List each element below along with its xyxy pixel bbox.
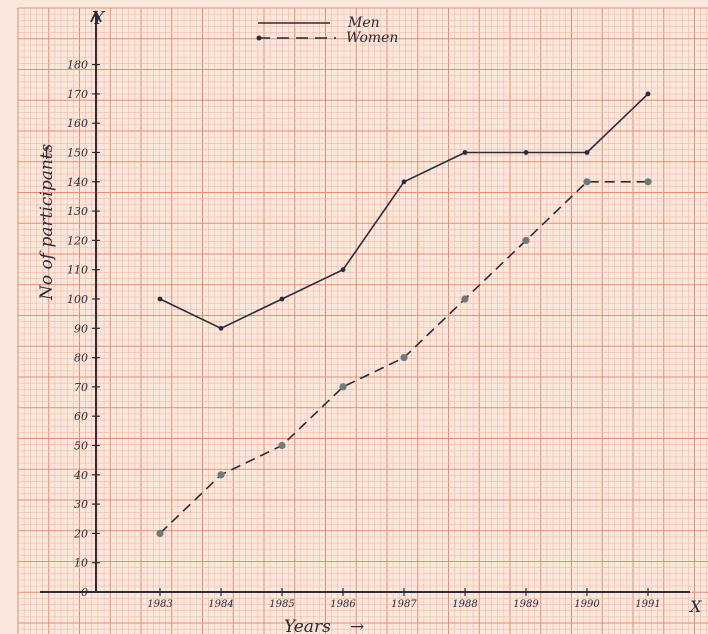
legend-women-marker: [256, 35, 262, 41]
x-axis-title: Years: [284, 617, 331, 634]
y-tick-label: 50: [74, 440, 88, 453]
data-point-women: [644, 178, 652, 186]
y-axis-letter: Y: [92, 8, 106, 29]
y-axis-arrowhead: [90, 9, 102, 23]
x-tick-label: 1983: [147, 599, 172, 610]
x-axis-letter: X: [688, 597, 702, 616]
data-point-men: [279, 296, 285, 302]
data-point-men: [584, 150, 590, 155]
data-point-men: [401, 179, 407, 185]
y-tick-label: 110: [67, 264, 88, 277]
x-tick-label: 1984: [208, 599, 233, 610]
data-point-women: [522, 236, 530, 244]
x-tick-label: 1990: [574, 599, 600, 610]
y-tick-labels: 0 10 20 30 40 50 60 70 80 90 100 110 120 130 140 150 160…: [67, 59, 88, 599]
grid-lines: [17, 7, 708, 634]
legend-women-label: Women: [346, 30, 398, 46]
y-tick-label: 0: [81, 586, 88, 599]
x-tick-label: 1985: [269, 599, 294, 610]
data-point-women: [400, 354, 408, 362]
x-axis-title-arrow: →: [350, 617, 364, 634]
x-tick-labels: 1983 1984 1985 1986 1987 1988 1989 1990 1991: [147, 599, 660, 610]
data-point-men: [157, 296, 163, 302]
y-axis-title-arrow: →: [37, 146, 57, 160]
data-series: [156, 91, 652, 538]
axes: [40, 9, 690, 596]
data-point-women: [156, 529, 164, 538]
x-tick-label: 1986: [330, 599, 356, 610]
y-tick-label: 80: [74, 352, 88, 365]
y-tick-label: 30: [74, 498, 88, 511]
y-tick-label: 70: [74, 381, 88, 394]
y-tick-label: 180: [67, 59, 88, 72]
data-point-women: [339, 383, 347, 391]
data-point-women: [583, 178, 591, 186]
y-tick-label: 40: [73, 469, 88, 482]
legend-men-label: Men: [347, 15, 380, 31]
y-tick-label: 60: [74, 410, 88, 423]
data-point-women: [461, 295, 469, 303]
y-axis-title: No of participants: [37, 143, 57, 301]
y-tick-label: 10: [74, 557, 88, 570]
data-point-men: [218, 325, 224, 331]
y-tick-label: 150: [67, 147, 88, 160]
y-tick-label: 20: [73, 527, 88, 540]
data-point-men: [645, 91, 651, 97]
x-tick-label: 1989: [513, 599, 539, 610]
x-tick-label: 1987: [391, 599, 417, 610]
y-tick-label: 130: [67, 205, 88, 218]
data-point-women: [217, 471, 225, 479]
legend: Men Women: [256, 15, 398, 46]
y-tick-label: 140: [67, 176, 88, 189]
y-tick-label: 100: [67, 293, 88, 306]
x-tick-label: 1991: [635, 599, 660, 610]
y-tick-label: 170: [67, 88, 88, 101]
data-point-men: [462, 150, 468, 155]
data-point-men: [340, 267, 346, 273]
data-point-women: [278, 441, 286, 450]
y-tick-label: 120: [67, 234, 88, 247]
y-tick-label: 160: [67, 117, 88, 130]
data-point-men: [523, 150, 529, 155]
y-tick-label: 90: [74, 322, 88, 335]
x-tick-label: 1988: [452, 599, 477, 610]
